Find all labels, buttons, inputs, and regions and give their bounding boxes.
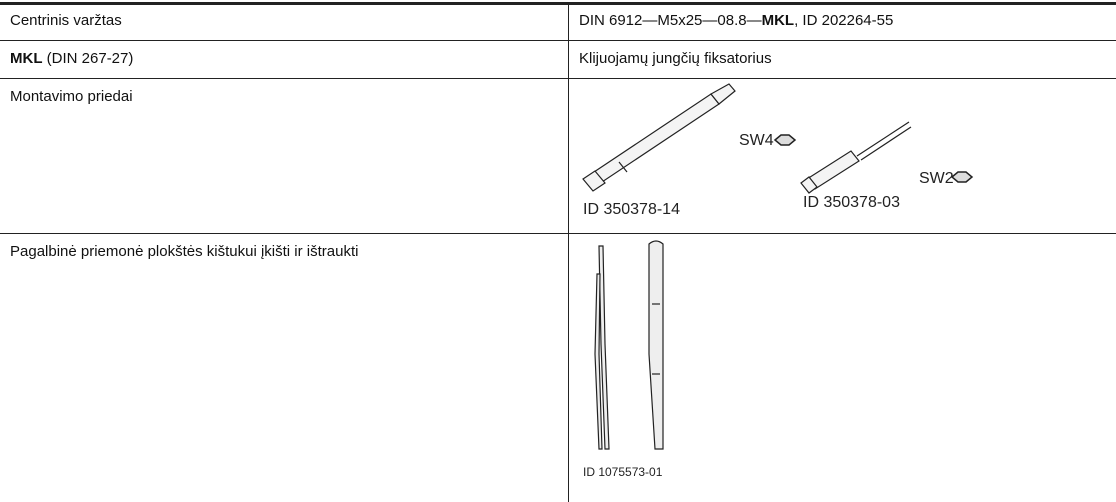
hex-icon (775, 135, 795, 145)
bits-figure: SW4 SW2 ID 350378-14 ID 350378-03 (569, 79, 1115, 232)
cell: Centrinis varžtas (10, 12, 122, 30)
hex-icon (952, 172, 972, 182)
tool-size: SW2 (919, 170, 954, 187)
bold-text: MKL (10, 50, 43, 67)
tweezers-figure: ID 1075573-01 (569, 234, 1115, 502)
cell: MKL (DIN 267-27) (10, 50, 133, 68)
text: DIN 6912—M5x25—08.8— (579, 12, 762, 29)
cell: Montavimo priedai (10, 88, 133, 106)
table-top-border (0, 2, 1116, 5)
text: Klijuojamų jungčių fiksatorius (579, 50, 772, 67)
tool-id: ID 1075573-01 (583, 465, 663, 479)
row-border (0, 40, 1116, 41)
cell: Klijuojamų jungčių fiksatorius (579, 50, 772, 68)
text: Montavimo priedai (10, 88, 133, 105)
text: , ID 202264-55 (794, 12, 893, 29)
tool-id: ID 350378-14 (583, 201, 680, 218)
text: Pagalbinė priemonė plokštės kištukui įki… (10, 243, 358, 260)
text: (DIN 267-27) (43, 50, 134, 67)
tool-size: SW4 (739, 132, 774, 149)
text: Centrinis varžtas (10, 12, 122, 29)
document: Centrinis varžtas DIN 6912—M5x25—08.8—MK… (0, 0, 1116, 502)
bold-text: MKL (762, 12, 795, 29)
tweezers-drawing (595, 241, 663, 449)
tool-id: ID 350378-03 (803, 194, 900, 211)
cell: DIN 6912—M5x25—08.8—MKL, ID 202264-55 (579, 12, 893, 30)
cell: Pagalbinė priemonė plokštės kištukui įki… (10, 243, 358, 261)
